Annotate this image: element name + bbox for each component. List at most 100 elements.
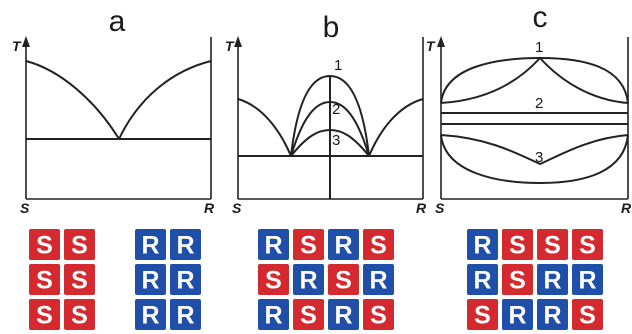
panel-b-y-axis-label: T: [225, 38, 235, 54]
grid-b-tile-label: R: [334, 302, 352, 330]
grid-c-tile: [537, 229, 568, 260]
grid-r-tile: [135, 264, 166, 295]
panel-a-left-curve: [25, 60, 120, 140]
grid-s-tile: [29, 299, 60, 330]
grid-c-tile-label: R: [543, 267, 561, 295]
grid-s-tile: [29, 264, 60, 295]
grid-b: R S R SS R S RR S R S: [258, 229, 394, 330]
grid-c-tile: [502, 299, 533, 330]
grid-r-tile-label: R: [141, 302, 159, 330]
grid-b-tile: [258, 299, 289, 330]
grid-b-tile: [363, 264, 394, 295]
grid-s-tile-label: S: [71, 232, 88, 260]
grid-b-tile: [258, 264, 289, 295]
grid-c-tile: [467, 264, 498, 295]
grid-b-tile-label: R: [299, 267, 317, 295]
grid-s-tile-label: S: [71, 302, 88, 330]
panel-c-y-axis-label: T: [426, 38, 436, 54]
grid-c-tile-label: S: [509, 232, 526, 260]
grid-r-tile-label: R: [141, 267, 159, 295]
grid-r: R RR RR R: [135, 229, 201, 330]
panel-a-y-arrow: [22, 36, 30, 47]
panel-b: b T 1 2 3 S R: [225, 11, 427, 216]
grid-s-tile-label: S: [36, 302, 53, 330]
grid-b-tile-label: S: [335, 267, 352, 295]
grid-c-tile-label: S: [579, 302, 596, 330]
panel-c-outer-bottom-curve: [440, 134, 629, 185]
panel-c: c T 1 2 3 S R: [426, 1, 632, 216]
grid-s-tile-label: S: [36, 232, 53, 260]
panel-a-x-right-label: R: [204, 200, 215, 216]
grid-r-tile: [170, 264, 201, 295]
grid-c-tile: [467, 229, 498, 260]
panel-b-curve-label-1: 1: [334, 57, 342, 74]
panel-c-curve-label-2: 2: [535, 95, 543, 112]
grid-r-tile-label: R: [141, 232, 159, 260]
grid-b-tile: [363, 299, 394, 330]
panel-a-right-curve: [118, 60, 212, 140]
grid-b-tile-label: R: [264, 232, 282, 260]
grid-c-tile: [572, 229, 603, 260]
grid-c-tile: [537, 299, 568, 330]
grid-b-tile-label: R: [369, 267, 387, 295]
grid-b-tile: [293, 229, 324, 260]
grid-s-tile: [64, 264, 95, 295]
grid-c-tile-label: S: [544, 232, 561, 260]
grid-c-tile: [502, 264, 533, 295]
panel-a: a T S R: [12, 5, 215, 216]
grid-c-tile-label: R: [508, 302, 526, 330]
grid-r-tile-label: R: [176, 232, 194, 260]
grid-b-tile: [328, 299, 359, 330]
grid-s: S SS SS S: [29, 229, 95, 330]
grid-s-tile: [29, 229, 60, 260]
grid-s-tile: [64, 299, 95, 330]
panel-c-inner-bottom-curve: [440, 134, 629, 166]
grid-b-tile-label: S: [300, 302, 317, 330]
panel-b-x-right-label: R: [416, 200, 427, 216]
panel-c-letter: c: [533, 1, 548, 34]
grid-c-tile: [537, 264, 568, 295]
grid-b-tile-label: R: [264, 302, 282, 330]
grid-s-tile-label: S: [71, 267, 88, 295]
grid-c-tile-label: R: [578, 267, 596, 295]
grid-s-tile: [64, 229, 95, 260]
grid-r-tile: [135, 229, 166, 260]
panel-a-x-left-label: S: [20, 200, 30, 216]
grid-c-tile-label: S: [579, 232, 596, 260]
panel-b-left-wing: [237, 98, 292, 157]
grid-b-tile-label: R: [334, 232, 352, 260]
grid-r-tile: [170, 229, 201, 260]
panel-b-curve-3: [290, 128, 370, 157]
grid-c-tile: [572, 299, 603, 330]
grid-b-tile-label: S: [370, 302, 387, 330]
grid-c-tile: [502, 229, 533, 260]
panel-b-letter: b: [323, 11, 340, 44]
panel-b-curve-1: [290, 74, 370, 157]
panel-c-x-left-label: S: [435, 200, 445, 216]
grid-b-tile: [293, 299, 324, 330]
tile-grids: S SS SS SR RR RR RR S R SS R S RR S R SR S S SR S R RS R R S: [29, 229, 603, 330]
grid-b-tile: [293, 264, 324, 295]
panel-c-curve-label-1: 1: [535, 39, 543, 56]
grid-c-tile: [467, 299, 498, 330]
panel-b-right-wing: [368, 98, 424, 157]
panel-b-curve-2: [290, 100, 370, 157]
panel-c-inner-top-curve: [440, 56, 629, 104]
grid-c: R S S SR S R RS R R S: [467, 229, 603, 330]
panel-c-y-arrow: [437, 36, 445, 47]
grid-b-tile: [363, 229, 394, 260]
grid-b-tile: [328, 229, 359, 260]
grid-b-tile: [328, 264, 359, 295]
grid-r-tile: [170, 299, 201, 330]
panel-a-letter: a: [109, 5, 126, 38]
panel-b-x-left-label: S: [232, 200, 242, 216]
grid-c-tile-label: R: [473, 232, 491, 260]
grid-b-tile-label: S: [300, 232, 317, 260]
panel-a-y-axis-label: T: [12, 38, 22, 54]
panel-b-curve-label-2: 2: [332, 101, 340, 118]
grid-c-tile-label: S: [474, 302, 491, 330]
panel-c-curve-label-3: 3: [535, 149, 543, 166]
grid-c-tile-label: S: [509, 267, 526, 295]
grid-c-tile-label: R: [543, 302, 561, 330]
